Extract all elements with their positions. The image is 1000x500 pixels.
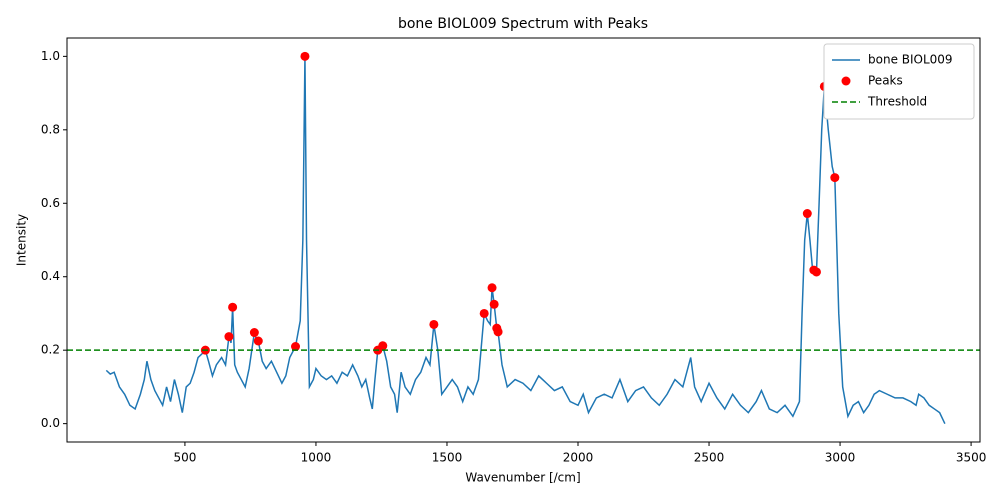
x-tick-label: 3500 (956, 451, 987, 465)
x-axis-label: Wavenumber [/cm] (465, 471, 580, 485)
x-tick-label: 1000 (301, 451, 332, 465)
peak-point (378, 341, 388, 351)
x-tick-label: 1500 (432, 451, 463, 465)
peak-point (493, 327, 503, 337)
y-tick-label: 0.6 (41, 196, 60, 210)
legend-label: bone BIOL009 (868, 53, 953, 67)
legend-box (823, 43, 975, 120)
peak-point (429, 319, 439, 329)
legend-label: Peaks (868, 74, 903, 88)
legend-symbol (841, 76, 851, 86)
peak-point (228, 302, 238, 312)
y-tick-label: 0.2 (41, 343, 60, 357)
x-tick-label: 2000 (563, 451, 594, 465)
x-tick-label: 3000 (825, 451, 856, 465)
y-tick-label: 1.0 (41, 49, 60, 63)
peak-point (300, 51, 310, 61)
peak-point (249, 328, 259, 338)
peak-point (487, 283, 497, 293)
peak-point (830, 173, 840, 183)
y-tick-label: 0.8 (41, 122, 60, 136)
x-tick-label: 500 (173, 451, 196, 465)
chart-title: bone BIOL009 Spectrum with Peaks (398, 16, 648, 32)
peak-point (802, 209, 812, 219)
peak-point (291, 342, 301, 352)
peak-point (489, 299, 499, 309)
plot-area (67, 51, 980, 424)
y-tick-label: 0.0 (41, 416, 60, 430)
plot-frame (66, 37, 981, 443)
x-tick-label: 2500 (694, 451, 725, 465)
peak-point (224, 332, 234, 342)
y-axis-label: Intensity (15, 214, 29, 266)
legend-label: Threshold (867, 95, 927, 109)
spectrum-line (105, 56, 946, 424)
y-tick-label: 0.4 (41, 269, 60, 283)
peak-point (811, 267, 821, 277)
peak-point (479, 308, 489, 318)
peak-point (253, 336, 263, 346)
